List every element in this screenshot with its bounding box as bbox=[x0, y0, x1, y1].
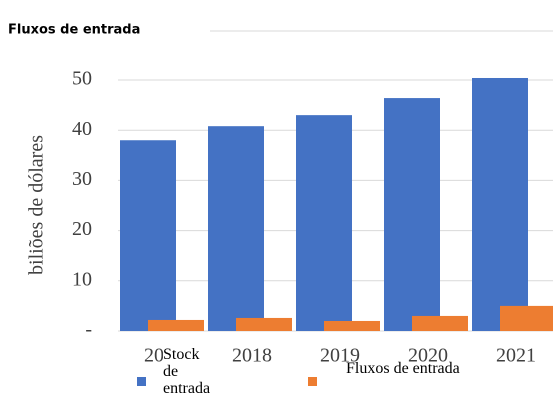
y-tick-label: - bbox=[85, 319, 92, 341]
y-tick-label: 10 bbox=[72, 268, 92, 290]
y-tick-label: 20 bbox=[72, 218, 92, 240]
legend-swatch bbox=[137, 377, 146, 386]
bar bbox=[500, 305, 553, 331]
x-tick-label: 2021 bbox=[496, 345, 536, 367]
legend-label: Stock de entrada bbox=[163, 346, 211, 397]
bar bbox=[472, 77, 528, 331]
bar bbox=[296, 115, 352, 331]
bar bbox=[412, 315, 468, 331]
bar bbox=[120, 140, 176, 331]
y-tick-label: 30 bbox=[72, 168, 92, 190]
bar bbox=[148, 319, 204, 331]
y-tick-label: 50 bbox=[72, 68, 92, 90]
bar bbox=[208, 126, 264, 332]
bar bbox=[324, 320, 380, 331]
y-tick-label: 40 bbox=[72, 118, 92, 140]
x-tick-label: 2018 bbox=[232, 345, 272, 367]
y-axis-label: biliões de dólares bbox=[26, 135, 48, 275]
chart-title: Fluxos de entrada bbox=[8, 23, 140, 38]
bar bbox=[236, 317, 292, 331]
x-tick-label: 2019 bbox=[320, 345, 360, 367]
legend-swatch bbox=[308, 377, 317, 386]
x-tick-label: 2020 bbox=[408, 345, 448, 367]
bar bbox=[384, 98, 440, 332]
legend-label: Fluxos de entrada bbox=[346, 360, 460, 377]
